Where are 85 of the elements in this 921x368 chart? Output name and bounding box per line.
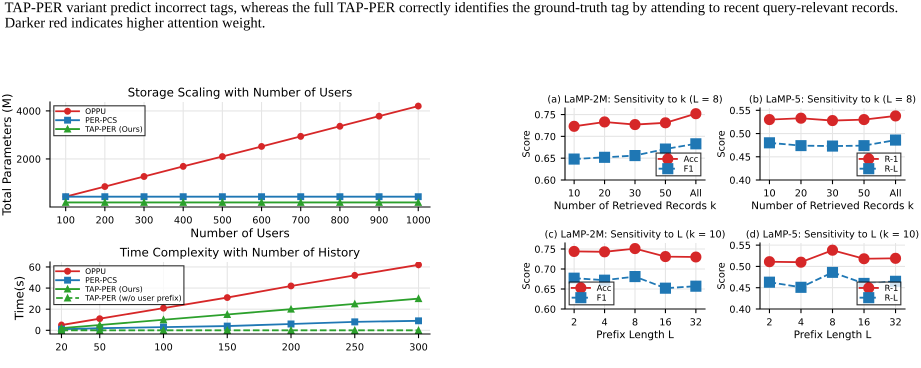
x-tick-label: 800: [331, 216, 349, 224]
legend-label: R-L: [885, 294, 898, 301]
y-axis-title: Time(s): [14, 276, 25, 320]
x-tick-label: 500: [214, 216, 232, 224]
x-tick-label: 100: [155, 343, 172, 351]
chart-title: (b) LaMP-5: Sensitivity to k (L = 8): [750, 95, 916, 104]
x-tick-label: 8: [830, 318, 835, 326]
y-tick-label: 0.45: [730, 284, 750, 292]
x-tick-label: 16: [660, 318, 672, 326]
y-tick-label: 2000: [16, 155, 40, 163]
x-tick-label: 50: [94, 343, 106, 351]
x-tick-label: 50: [660, 189, 671, 197]
legend-label: Acc: [684, 156, 698, 162]
legend-label: F1: [684, 166, 693, 172]
x-tick-label: 20: [599, 189, 610, 197]
y-tick-label: 0.55: [730, 106, 750, 114]
chart-title: Time Complexity with Number of History: [120, 247, 360, 259]
y-tick-label: 0.70: [534, 265, 556, 273]
x-axis-title: Number of Retrieved Records k: [752, 201, 914, 210]
y-axis-title: Score: [522, 262, 530, 289]
y-tick-label: 0.50: [730, 262, 750, 270]
y-tick-label: 0.60: [534, 176, 556, 184]
x-axis-title: Number of Retrieved Records k: [554, 201, 716, 210]
y-tick-label: 0.40: [730, 176, 750, 184]
x-tick-label: 200: [282, 343, 300, 351]
y-tick-label: 0.60: [534, 305, 556, 313]
legend-label: R-1: [885, 284, 898, 291]
x-tick-label: 1000: [406, 216, 430, 224]
x-tick-label: All: [890, 189, 901, 196]
y-axis-title: Score: [522, 130, 530, 157]
legend-label: R-1: [885, 156, 898, 162]
y-tick-label: 0.65: [534, 154, 556, 162]
x-tick-label: 250: [346, 343, 364, 351]
chart-title: (a) LaMP-2M: Sensitivity to k (L = 8): [548, 95, 722, 104]
x-axis-title: Prefix Length L: [597, 330, 674, 340]
x-tick-label: 600: [252, 216, 270, 224]
x-tick-label: 32: [690, 318, 702, 326]
y-tick-label: 40: [29, 284, 40, 292]
x-tick-label: 16: [858, 318, 870, 326]
x-tick-label: 400: [174, 216, 192, 224]
x-tick-label: 150: [219, 343, 236, 351]
x-tick-label: 8: [632, 318, 638, 326]
y-tick-label: 4000: [16, 107, 40, 115]
x-tick-label: 4: [798, 318, 804, 326]
x-tick-label: 10: [764, 189, 775, 197]
chart-title: Storage Scaling with Number of Users: [128, 87, 352, 99]
x-tick-label: 4: [602, 318, 608, 326]
y-tick-label: 0.50: [730, 130, 750, 138]
y-axis-title: Total Parameters (M): [2, 94, 13, 216]
legend-label: F1: [597, 294, 606, 301]
y-axis-title: Score: [717, 262, 725, 289]
x-tick-label: All: [690, 189, 701, 196]
x-tick-label: 2: [767, 318, 772, 326]
x-axis-title: Prefix Length L: [794, 330, 872, 340]
x-tick-label: 50: [858, 189, 870, 197]
x-tick-label: 900: [370, 216, 388, 224]
x-tick-label: 30: [827, 189, 838, 197]
y-tick-label: 0.75: [534, 111, 556, 118]
x-tick-label: 2: [572, 318, 576, 326]
y-tick-label: 0.75: [534, 245, 556, 253]
y-tick-label: 0: [35, 326, 40, 334]
text: TAP-PER variant predict incorrect tags, whereas the full TAP-PER correctly identifies the ground-truth tag by attending to recent query-relevant records. Darker red indicates higher attention weight.: [4, 2, 898, 31]
y-tick-label: 20: [29, 306, 40, 314]
legend-label: Acc: [596, 284, 611, 291]
chart-title: (d) LaMP-5: Sensitivity to L (k = 10): [746, 230, 918, 240]
y-tick-label: 0.45: [730, 153, 750, 161]
x-tick-label: 700: [292, 216, 310, 224]
legend-label: R-L: [885, 166, 898, 172]
x-axis-title: Number of Users: [191, 228, 290, 238]
x-tick-label: 10: [569, 189, 580, 197]
x-tick-label: 20: [56, 343, 68, 351]
y-axis-title: Score: [717, 130, 725, 157]
x-tick-label: 30: [630, 189, 641, 197]
x-tick-label: 300: [410, 343, 428, 351]
chart-title: (c) LaMP-2M: Sensitivity to L (k = 10): [545, 230, 725, 240]
x-tick-label: 20: [796, 189, 807, 197]
x-tick-label: 300: [135, 216, 153, 224]
x-tick-label: 100: [57, 216, 74, 224]
x-tick-label: 200: [96, 216, 114, 224]
y-tick-label: 0.55: [730, 242, 750, 249]
y-tick-label: 0.65: [534, 285, 556, 293]
x-tick-label: 32: [890, 318, 901, 326]
y-tick-label: 0.70: [534, 132, 556, 140]
y-tick-label: 0.40: [730, 305, 750, 313]
y-tick-label: 60: [29, 263, 40, 271]
